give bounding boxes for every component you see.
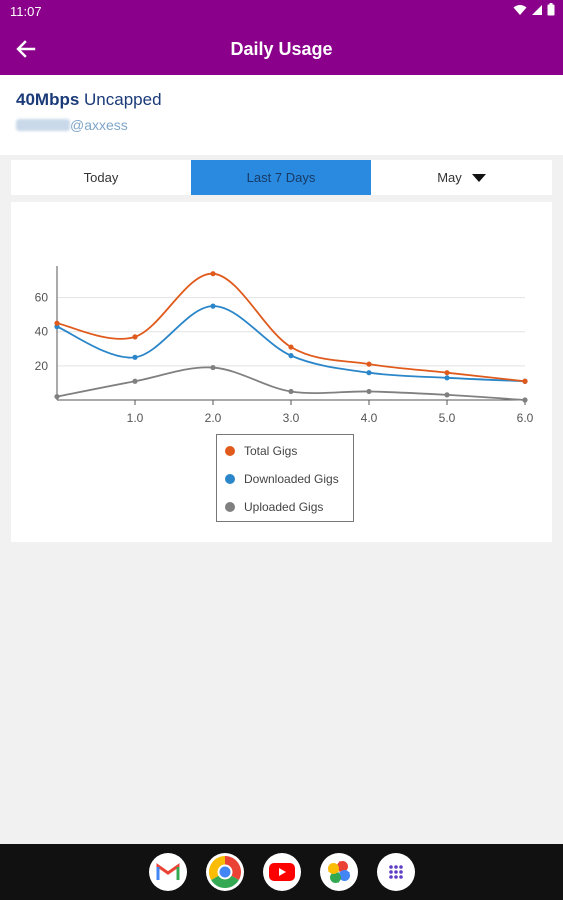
app-drawer-icon <box>388 865 403 879</box>
email-username-redacted <box>16 119 70 131</box>
series-line-downloaded <box>56 305 526 383</box>
legend-dot-total <box>225 446 235 456</box>
x-tick-label: 4.0 <box>361 411 378 425</box>
data-point-total <box>54 320 60 326</box>
account-card: 40Mbps Uncapped @axxess <box>0 75 563 155</box>
series-line-total <box>56 272 526 383</box>
legend-item-downloaded: Downloaded Gigs <box>225 469 339 489</box>
gmail-app-button[interactable] <box>148 853 187 891</box>
signal-icon <box>532 4 542 15</box>
data-point-uploaded <box>54 393 60 400</box>
arrow-left-icon <box>16 40 36 58</box>
y-tick-label: 20 <box>35 359 49 373</box>
youtube-icon <box>268 863 295 881</box>
plan-type: Uncapped <box>84 90 162 109</box>
page-title: Daily Usage <box>230 39 333 59</box>
legend-item-uploaded: Uploaded Gigs <box>225 497 323 517</box>
data-point-total <box>132 334 138 340</box>
legend-label-uploaded: Uploaded Gigs <box>244 500 324 514</box>
app-bar: Daily Usage <box>0 24 563 75</box>
data-point-total <box>210 271 216 277</box>
data-point-downloaded <box>132 354 138 360</box>
usage-chart: 20 40 60 1.0 2.0 3.0 4.0 5.0 6.0 <box>35 266 534 425</box>
data-point-uploaded <box>210 364 216 371</box>
gmail-icon <box>156 863 179 880</box>
status-time: 11:07 <box>10 4 42 19</box>
data-point-total <box>366 361 372 367</box>
email-domain: @axxess <box>70 117 128 133</box>
status-icons <box>513 3 555 16</box>
chrome-app-button[interactable] <box>205 853 244 891</box>
battery-icon <box>547 3 555 16</box>
data-point-downloaded <box>288 353 294 359</box>
taskbar <box>0 844 563 900</box>
status-bar: 11:07 <box>0 0 563 24</box>
data-point-uploaded <box>444 392 450 398</box>
x-tick-label: 5.0 <box>439 411 456 425</box>
data-point-uploaded <box>522 397 528 403</box>
data-point-total <box>288 344 294 350</box>
photos-app-button[interactable] <box>319 853 358 891</box>
photos-icon <box>327 861 350 883</box>
data-point-downloaded <box>444 375 450 381</box>
data-point-uploaded <box>366 388 372 395</box>
x-tick-label: 2.0 <box>205 411 222 425</box>
y-tick-label: 60 <box>35 291 49 305</box>
tab-month-select[interactable]: May <box>371 160 552 195</box>
app-drawer-button[interactable] <box>376 853 415 891</box>
usage-chart-card: 20 40 60 1.0 2.0 3.0 4.0 5.0 6.0 Total Gigs Down… <box>11 202 552 542</box>
chart-legend: Total Gigs Downloaded Gigs Uploaded Gigs <box>216 434 354 522</box>
caret-down-icon <box>471 173 486 182</box>
data-point-downloaded <box>210 303 216 309</box>
data-point-total <box>522 378 528 384</box>
account-email: @axxess <box>16 117 128 133</box>
x-tick-label: 6.0 <box>517 411 534 425</box>
plan-info: 40Mbps Uncapped <box>16 90 162 110</box>
period-tabs: Today Last 7 Days May <box>11 160 552 195</box>
tab-today[interactable]: Today <box>83 170 119 185</box>
legend-label-total: Total Gigs <box>244 444 298 458</box>
y-tick-label: 40 <box>35 325 49 339</box>
series-line-uploaded <box>56 366 526 401</box>
youtube-app-button[interactable] <box>262 853 301 891</box>
x-tick-label: 3.0 <box>283 411 300 425</box>
x-tick-label: 1.0 <box>127 411 144 425</box>
data-point-downloaded <box>366 370 372 376</box>
legend-dot-uploaded <box>225 502 235 512</box>
month-label: May <box>437 170 462 185</box>
legend-item-total: Total Gigs <box>225 441 297 461</box>
data-point-uploaded <box>132 378 138 384</box>
legend-label-downloaded: Downloaded Gigs <box>244 472 339 486</box>
tab-last-7-days[interactable]: Last 7 Days <box>191 160 371 195</box>
data-point-total <box>444 370 450 376</box>
plan-speed: 40Mbps <box>16 90 80 109</box>
wifi-icon <box>513 4 527 15</box>
data-point-uploaded <box>288 388 294 395</box>
back-button[interactable] <box>10 34 42 64</box>
chrome-icon <box>208 856 241 889</box>
legend-dot-downloaded <box>225 474 235 484</box>
